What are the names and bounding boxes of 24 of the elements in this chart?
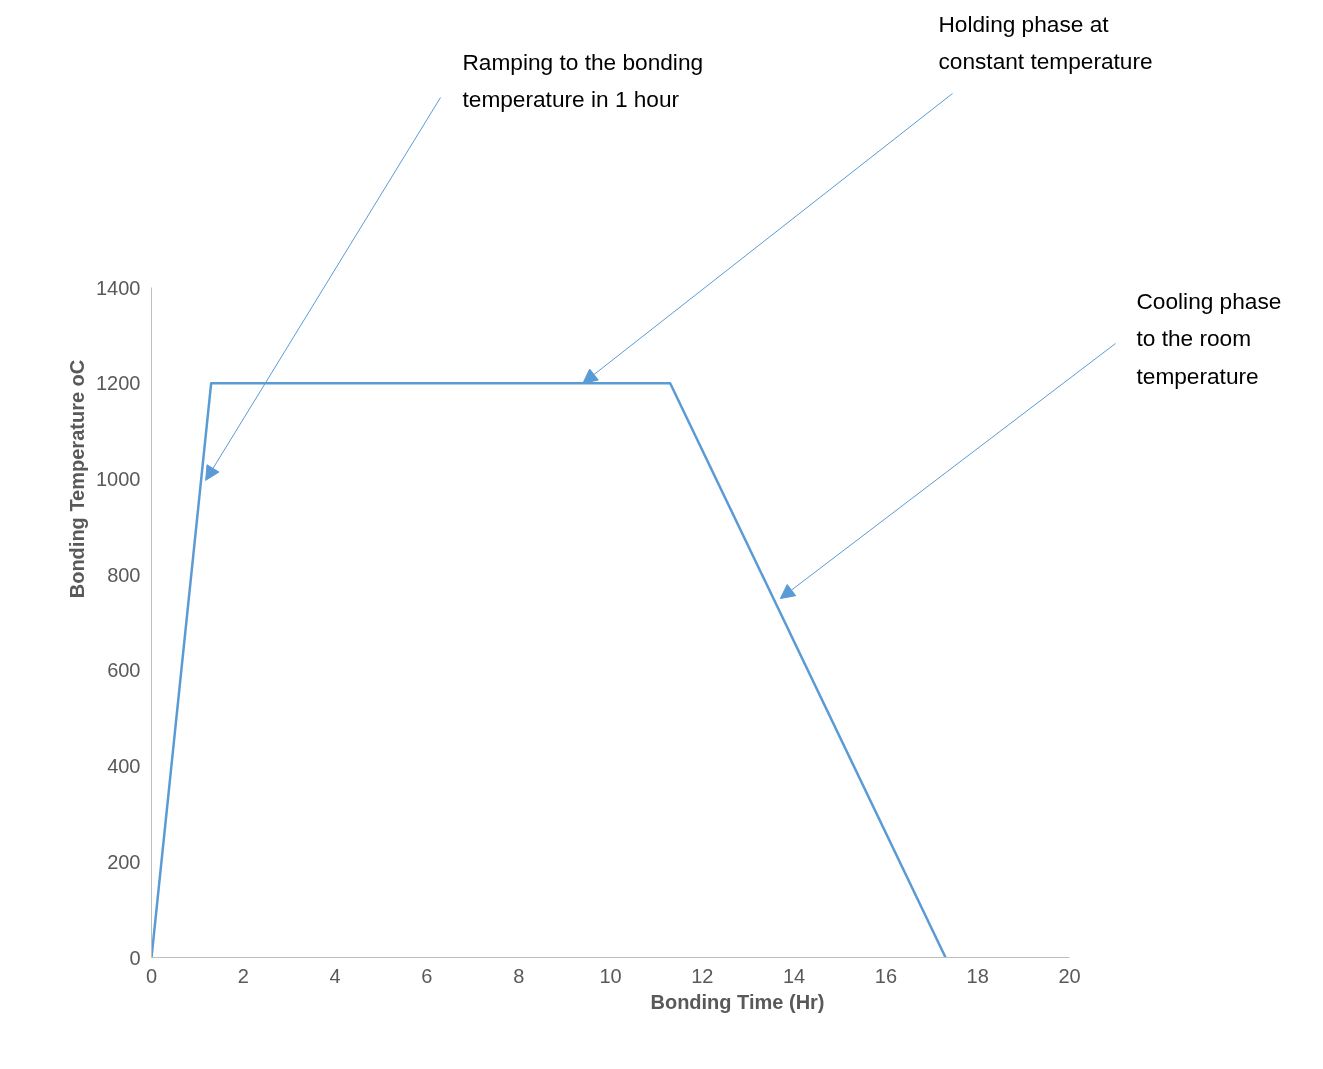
y-tick-label: 200 xyxy=(107,850,141,873)
y-tick-label: 1000 xyxy=(96,467,141,490)
y-tick-label: 600 xyxy=(107,659,141,682)
annotation: Holding phase at constant temperature xyxy=(938,10,1153,75)
x-tick-label: 10 xyxy=(599,964,622,987)
annotation: Cooling phase to the room temperature xyxy=(1136,287,1282,389)
y-tick-label: 800 xyxy=(107,563,141,586)
x-tick-label: 0 xyxy=(145,964,158,987)
y-tick-label: 0 xyxy=(129,946,141,969)
y-tick-label: 1200 xyxy=(96,372,141,395)
x-tick-label: 2 xyxy=(237,964,249,987)
x-tick-label: 4 xyxy=(329,964,341,987)
x-tick-label: 14 xyxy=(782,964,806,987)
y-tick-label: 1400 xyxy=(96,276,141,299)
x-tick-label: 18 xyxy=(966,964,989,987)
x-tick-label: 20 xyxy=(1058,964,1081,987)
y-tick-label: 400 xyxy=(107,755,141,778)
x-tick-label: 8 xyxy=(513,964,525,987)
x-axis-title: Bonding Time (Hr) xyxy=(650,990,825,1013)
x-tick-label: 16 xyxy=(874,964,898,987)
x-tick-label: 12 xyxy=(691,964,714,987)
annotation: Ramping to the bonding temperature in 1 hour xyxy=(462,48,704,113)
y-axis-title: Bonding Temperature oC xyxy=(66,359,89,599)
x-tick-label: 6 xyxy=(421,964,433,987)
